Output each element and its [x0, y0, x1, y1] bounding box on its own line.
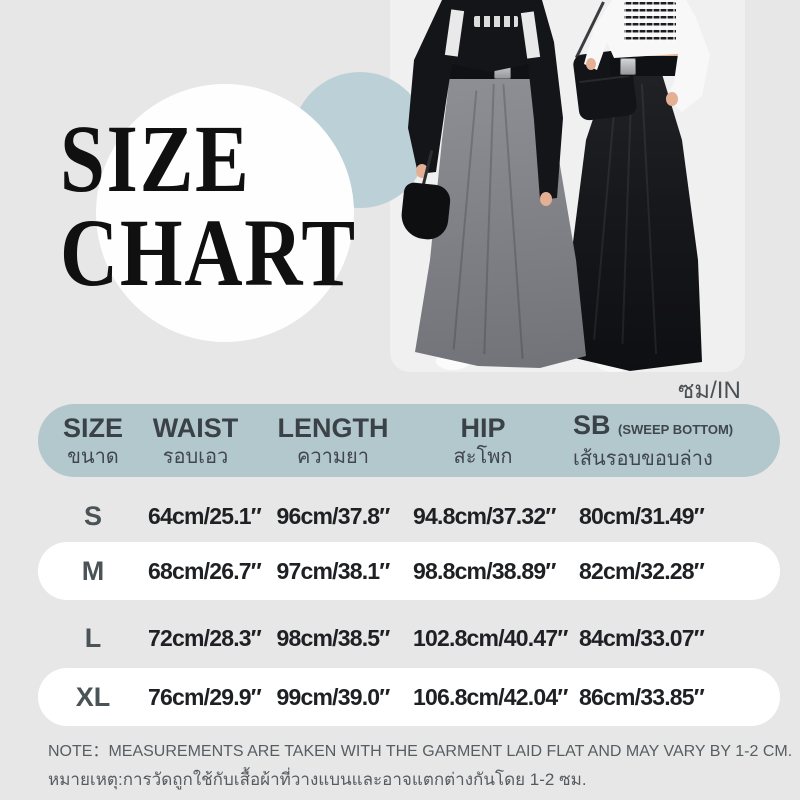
- header-length: LENGTH ความยา: [277, 412, 389, 468]
- unit-label: ซม/IN: [678, 377, 741, 404]
- header-size: SIZE ขนาด: [62, 412, 123, 468]
- note-thai: หมายเหตุ:การวัดถูกใช้กับเสื้อผ้าที่วางแบ…: [48, 770, 587, 789]
- length-value: 98cm/38.5″: [276, 624, 391, 651]
- length-value: 99cm/39.0″: [276, 683, 391, 710]
- hip-value: 94.8cm/37.32″: [413, 502, 556, 529]
- waist-value: 64cm/25.1″: [148, 502, 262, 529]
- right-model-hand-on-hip: [666, 92, 678, 106]
- waist-value: 76cm/29.9″: [148, 683, 262, 710]
- pant-pleat: [483, 84, 495, 354]
- left-model-chest-print: [474, 16, 518, 27]
- page-title: SIZE CHART: [60, 105, 357, 306]
- sweep-bottom-value: 80cm/31.49″: [579, 502, 705, 529]
- bag-flap-line: [579, 75, 630, 84]
- size-label: S: [83, 500, 102, 531]
- belt-buckle: [620, 58, 636, 75]
- title-backdrop-circle: [96, 84, 354, 342]
- title-line-2: CHART: [60, 199, 357, 306]
- pant-pleat: [452, 90, 478, 350]
- product-photo: [390, 0, 745, 372]
- size-label: L: [84, 622, 102, 653]
- header-sweep-bottom: SB (SWEEP BOTTOM) เส้นรอบขอบล่าง: [573, 410, 734, 470]
- right-model-hand: [586, 58, 596, 70]
- sweep-bottom-value: 86cm/33.85″: [579, 683, 705, 710]
- measurement-note: NOTE：MEASUREMENTS ARE TAKEN WITH THE GAR…: [48, 737, 793, 793]
- pant-pleat: [621, 84, 633, 344]
- table-header: SIZE ขนาด WAIST รอบเอว LENGTH ความยา HIP…: [38, 404, 780, 477]
- right-model-chest-print: [624, 2, 676, 42]
- waist-value: 72cm/28.3″: [148, 624, 262, 651]
- waist-value: 68cm/26.7″: [148, 557, 262, 584]
- table-row-m: M 68cm/26.7″ 97cm/38.1″ 98.8cm/38.89″ 82…: [38, 542, 780, 600]
- pant-pleat: [502, 84, 524, 359]
- sweep-bottom-value: 82cm/32.28″: [579, 557, 705, 584]
- hip-value: 106.8cm/42.04″: [413, 683, 568, 710]
- sweep-bottom-value: 84cm/33.07″: [579, 624, 705, 651]
- table-row-l: L 72cm/28.3″ 98cm/38.5″ 102.8cm/40.47″ 8…: [38, 609, 780, 667]
- top-side-panel: [444, 9, 465, 57]
- hip-value: 98.8cm/38.89″: [413, 557, 556, 584]
- size-label: XL: [75, 681, 111, 712]
- size-label: M: [81, 555, 105, 586]
- pant-pleat: [593, 90, 617, 340]
- right-model-belt: [610, 56, 686, 76]
- table-row-s: S 64cm/25.1″ 96cm/37.8″ 94.8cm/37.32″ 80…: [38, 487, 780, 545]
- top-side-panel: [520, 11, 541, 59]
- pant-pleat: [640, 84, 658, 354]
- length-value: 96cm/37.8″: [276, 502, 391, 529]
- table-row-xl: XL 76cm/29.9″ 99cm/39.0″ 106.8cm/42.04″ …: [38, 668, 780, 726]
- header-waist: WAIST รอบเอว: [152, 412, 239, 468]
- title-line-1: SIZE: [60, 105, 251, 212]
- hip-value: 102.8cm/40.47″: [413, 624, 568, 651]
- note-english: NOTE：MEASUREMENTS ARE TAKEN WITH THE GAR…: [48, 743, 793, 760]
- left-model-hand: [540, 192, 552, 206]
- header-hip: HIP สะโพก: [453, 412, 513, 468]
- length-value: 97cm/38.1″: [276, 557, 391, 584]
